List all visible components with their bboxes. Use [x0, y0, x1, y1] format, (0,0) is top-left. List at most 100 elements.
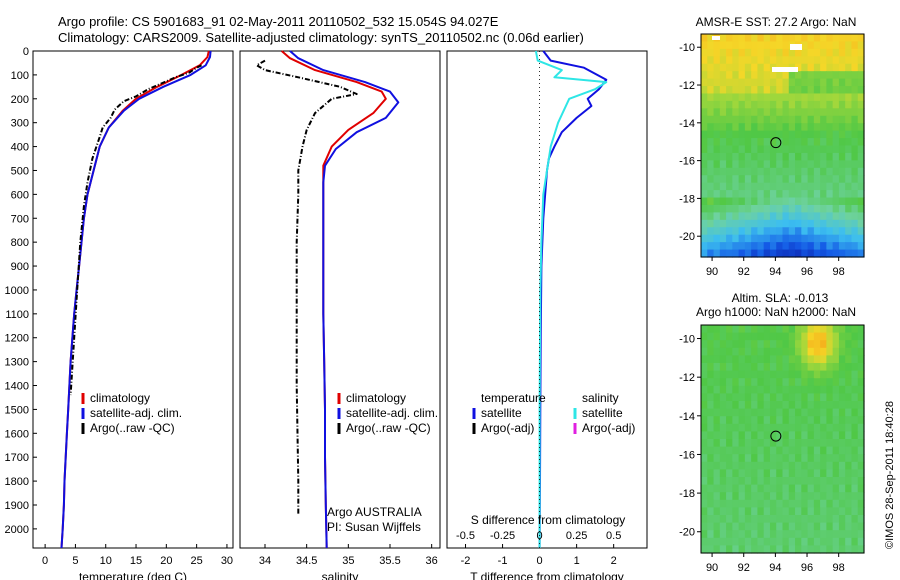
map-cell	[701, 492, 708, 501]
map-cell	[851, 340, 859, 349]
map-cell	[701, 86, 708, 95]
map-cell	[845, 227, 853, 236]
map-cell	[707, 212, 715, 221]
map-cell	[845, 152, 853, 161]
map-cell	[826, 160, 834, 169]
map-cell	[719, 152, 727, 161]
x-axis-label: T difference from climatology	[470, 570, 624, 580]
map-cell	[732, 454, 740, 463]
map-cell	[757, 227, 765, 236]
map-cell	[838, 197, 846, 206]
map-cell	[769, 469, 777, 478]
map-cell	[820, 340, 827, 349]
map-cell	[757, 340, 765, 349]
map-cell	[776, 227, 784, 236]
map-cell	[713, 219, 721, 228]
map-cell	[832, 461, 840, 470]
map-cell	[851, 446, 859, 455]
map-cell	[769, 160, 777, 169]
map-cell	[732, 78, 740, 87]
y-tick-label: 600	[11, 189, 29, 201]
map-cell	[719, 249, 727, 258]
map-cell	[795, 219, 802, 228]
map-cell	[813, 325, 821, 334]
map-cell	[782, 484, 790, 493]
map-cell	[763, 530, 771, 539]
map-cell	[701, 522, 708, 531]
map-cell	[813, 100, 821, 109]
map-cell	[838, 347, 846, 356]
map-cell	[776, 115, 784, 124]
map-cell	[769, 242, 777, 251]
map-cell	[757, 93, 765, 102]
map-cell	[763, 175, 771, 184]
map-cell	[826, 454, 834, 463]
map-cell	[701, 325, 708, 334]
map-cell	[857, 378, 865, 387]
map-cell	[782, 537, 790, 546]
map-cell	[845, 439, 853, 448]
map-cell	[820, 461, 827, 470]
map-cell	[832, 100, 840, 109]
map-cell	[820, 492, 827, 501]
map-cell	[776, 152, 784, 161]
map-cell	[845, 249, 853, 258]
y-tick-label: 100	[11, 70, 29, 82]
map-cell	[701, 219, 708, 228]
map-cell	[813, 160, 821, 169]
map-cell	[757, 204, 765, 213]
map-cell	[788, 71, 796, 80]
map-cell	[757, 212, 765, 221]
map-cell	[763, 545, 771, 554]
map-cell	[707, 385, 715, 394]
map-cell	[726, 461, 733, 470]
map-cell	[751, 423, 759, 432]
map-cell	[801, 530, 809, 539]
map-cell	[757, 507, 765, 516]
map-cell	[801, 408, 809, 417]
map-cell	[701, 93, 708, 102]
map-cell	[776, 219, 784, 228]
map-cell	[744, 439, 752, 448]
map-cell	[719, 219, 727, 228]
map-cell	[701, 167, 708, 176]
map-cell	[782, 423, 790, 432]
map-cell	[726, 484, 733, 493]
map-cell	[857, 249, 865, 258]
map-cell	[701, 175, 708, 184]
map-cell	[838, 227, 846, 236]
map-cell	[788, 190, 796, 199]
map-cell	[801, 145, 809, 154]
map-cell	[776, 431, 784, 440]
map-cell	[701, 363, 708, 372]
map-cell	[813, 227, 821, 236]
map-cell	[782, 522, 790, 531]
map-cell	[719, 461, 727, 470]
map-cell	[713, 347, 721, 356]
map-cell	[832, 56, 840, 65]
map-cell	[857, 492, 865, 501]
map-cell	[707, 219, 715, 228]
map-cell	[832, 204, 840, 213]
map-cell	[719, 182, 727, 191]
map-cell	[769, 492, 777, 501]
series-line-argo	[69, 64, 202, 396]
map-cell	[851, 385, 859, 394]
map-cell	[832, 145, 840, 154]
map-cell	[851, 347, 859, 356]
map-cell	[788, 515, 796, 524]
map-cell	[832, 393, 840, 402]
map-cell	[757, 332, 765, 341]
map-cell	[820, 48, 827, 57]
map-cell	[832, 522, 840, 531]
map-cell	[801, 325, 809, 334]
map-cell	[763, 160, 771, 169]
header-line-2: Climatology: CARS2009. Satellite-adjuste…	[58, 30, 584, 45]
map-cell	[782, 227, 790, 236]
map-cell	[813, 115, 821, 124]
map-cell	[751, 537, 759, 546]
map-cell	[795, 234, 802, 243]
map-cell	[744, 408, 752, 417]
map-cell	[851, 537, 859, 546]
map-cell	[807, 108, 815, 117]
